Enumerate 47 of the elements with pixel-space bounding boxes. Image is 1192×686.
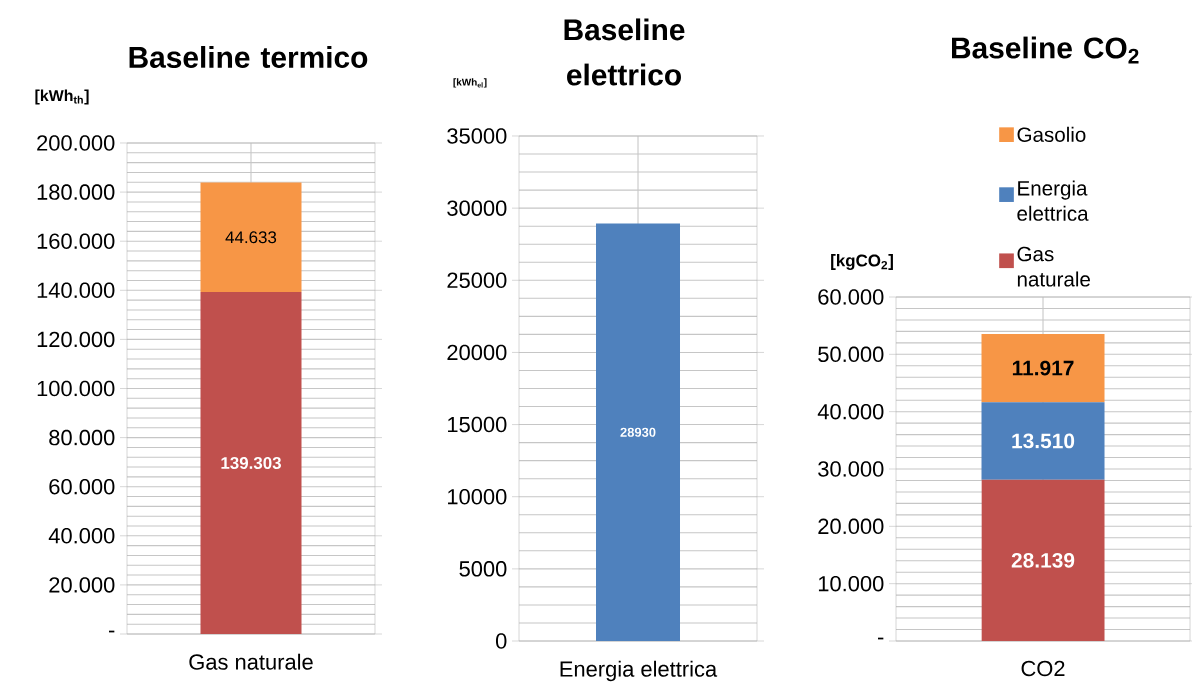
y-axis-title: [kgCO$_{2}$]	[831, 254, 893, 270]
y-tick-label: 0	[495, 633, 507, 649]
bar	[981, 333, 1105, 403]
y-tick-label: 20.000	[49, 577, 115, 593]
y-tick-label: 35000	[447, 128, 507, 144]
legend-label: Energia elettrica	[1017, 180, 1089, 221]
y-tick-label: 100.000	[37, 380, 115, 397]
data-label: 44.633	[225, 231, 277, 244]
y-tick-label: 40.000	[48, 528, 115, 544]
chart-title: Baseline termico	[129, 46, 368, 68]
y-axis-title: [kWh$_{el}$]	[453, 78, 487, 88]
y-tick-label: -	[108, 630, 115, 633]
data-label: 139.303	[221, 456, 281, 470]
y-tick-label: 25000	[447, 272, 507, 289]
y-tick-label: 160.000	[37, 233, 115, 249]
y-tick-label: 140.000	[37, 282, 115, 299]
x-tick-label: Gas naturale	[189, 653, 313, 670]
y-tick-label: 30.000	[818, 461, 884, 477]
chart-title: Baseline CO$_{2}$	[952, 36, 1139, 64]
data-label: 11.917	[1012, 360, 1074, 376]
y-tick-label: 10.000	[818, 575, 884, 592]
y-tick-label: 20.000	[818, 518, 884, 535]
bar	[981, 402, 1105, 480]
data-label: 28.139	[1011, 552, 1075, 568]
y-tick-label: 20000	[447, 344, 507, 361]
y-tick-label: 40.000	[817, 403, 884, 420]
data-label: 13.510	[1012, 433, 1075, 449]
data-label: 28930	[620, 427, 656, 437]
y-tick-label: 30000	[447, 200, 507, 216]
y-tick-label: 180.000	[37, 184, 115, 200]
y-tick-label: -	[878, 637, 884, 640]
y-tick-label: 15000	[448, 416, 507, 433]
y-tick-label: 60.000	[818, 289, 884, 305]
legend-label: Gasolio	[1017, 126, 1086, 142]
y-axis-title: [kWh$_{th}$]	[35, 89, 89, 105]
bar	[981, 479, 1105, 642]
y-tick-label: 10000	[448, 488, 507, 505]
y-tick-label: 60.000	[49, 478, 115, 495]
legend-label: Gas naturale	[1017, 246, 1090, 287]
chart-title: Baseline elettrico	[564, 18, 685, 86]
x-tick-label: Energia elettrica	[560, 660, 718, 682]
y-tick-label: 5000	[459, 561, 507, 577]
y-tick-label: 50.000	[818, 346, 884, 363]
y-tick-label: 200.000	[37, 135, 115, 151]
y-tick-label: 80.000	[49, 429, 115, 446]
x-tick-label: CO2	[1021, 660, 1065, 677]
y-tick-label: 120.000	[37, 331, 115, 348]
